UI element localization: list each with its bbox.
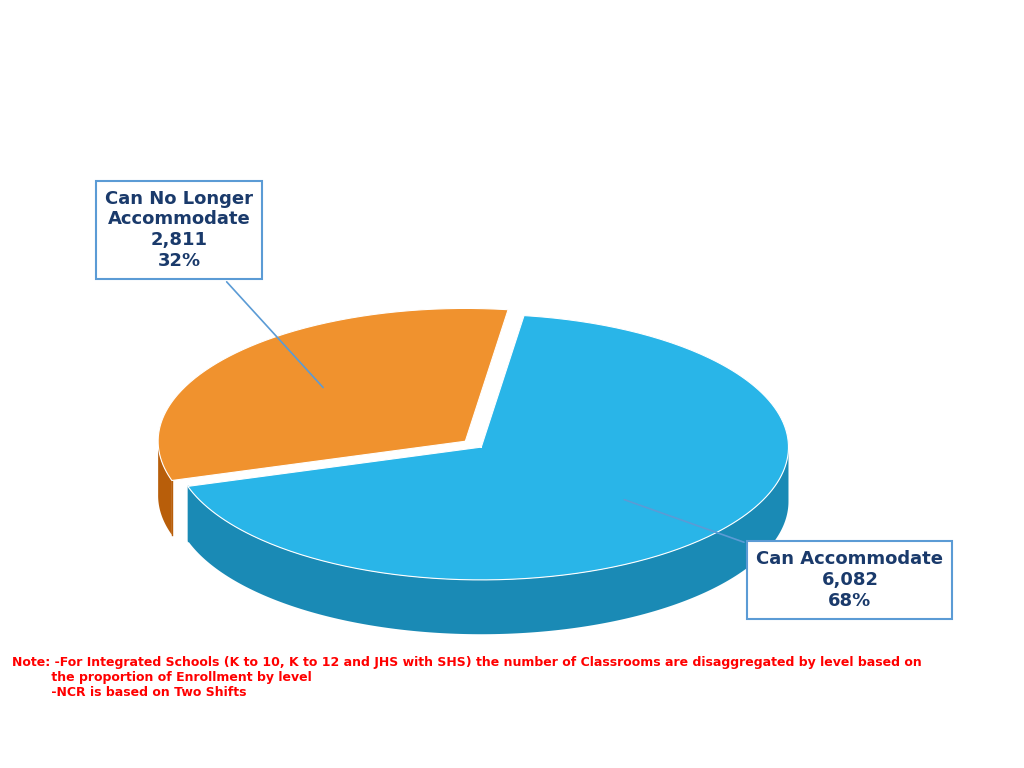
Polygon shape [187, 447, 788, 634]
Text: Can Accommodate
6,082
68%: Can Accommodate 6,082 68% [625, 500, 943, 610]
Polygon shape [158, 309, 508, 481]
Text: Can No Longer
Accommodate
2,811
32%: Can No Longer Accommodate 2,811 32% [105, 190, 324, 388]
Text: DEPARTMENT OF EDUCATION: DEPARTMENT OF EDUCATION [330, 730, 694, 750]
Polygon shape [158, 440, 172, 535]
Text: Absorptive Capacity of Public Junior High Schools:: Absorptive Capacity of Public Junior Hig… [0, 24, 1024, 58]
Text: 29: 29 [972, 731, 998, 750]
Text: Based on Classroom: Based on Classroom [307, 70, 717, 104]
Text: Note: -For Integrated Schools (K to 10, K to 12 and JHS with SHS) the number of : Note: -For Integrated Schools (K to 10, … [12, 657, 922, 700]
Polygon shape [187, 316, 788, 580]
